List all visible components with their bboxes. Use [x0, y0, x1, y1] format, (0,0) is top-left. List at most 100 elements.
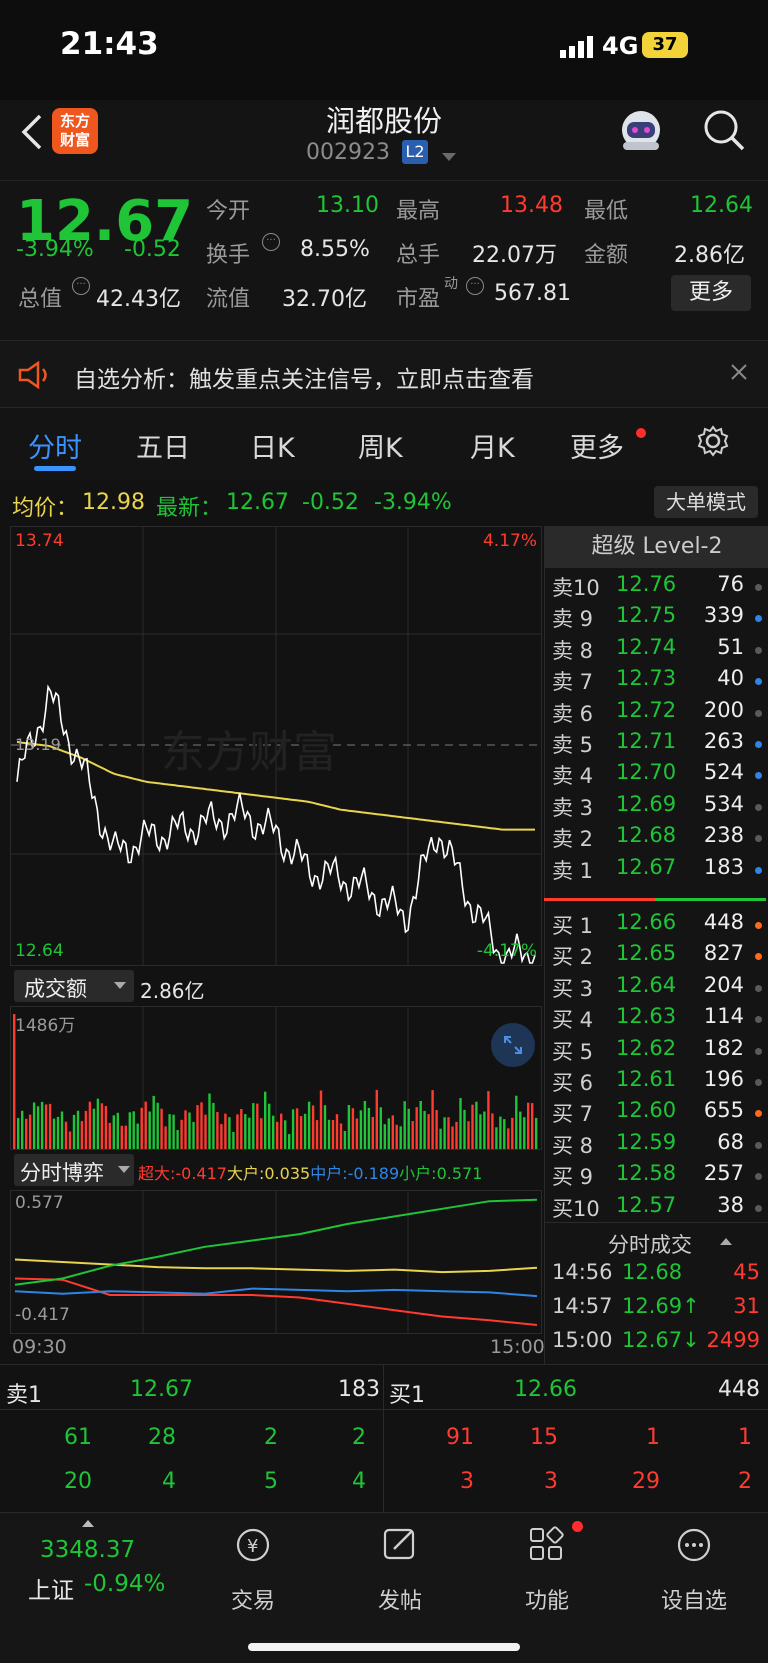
volume-bar	[435, 1110, 438, 1149]
flow-dot-icon	[755, 741, 762, 748]
flow-dot-icon	[755, 1079, 762, 1086]
gear-icon[interactable]	[696, 424, 730, 462]
volume-bar	[431, 1090, 434, 1149]
volume-bar	[427, 1114, 430, 1149]
chart-tabs: 分时 五日 日K 周K 月K 更多	[0, 408, 768, 480]
more-button[interactable]: 更多	[671, 275, 751, 311]
volume-bar	[232, 1132, 235, 1149]
tick-volume: 45	[733, 1260, 760, 1284]
bid-row[interactable]: 买 4 12.63 114	[552, 1004, 768, 1035]
ask-row[interactable]: 卖 2 12.68 238	[552, 823, 768, 854]
back-icon[interactable]	[18, 112, 46, 156]
chevron-down-icon[interactable]	[442, 148, 456, 167]
tab-daily-k[interactable]: 日K	[250, 433, 295, 464]
bid-price: 12.59	[616, 1129, 677, 1154]
game-type-select[interactable]: 分时博弈	[14, 1154, 134, 1186]
ask-row[interactable]: 卖 1 12.67 183	[552, 855, 768, 886]
ask-row[interactable]: 卖 3 12.69 534	[552, 792, 768, 823]
volume-bar	[355, 1118, 359, 1149]
volume-bar	[244, 1114, 247, 1149]
index-name[interactable]: 上证	[28, 1578, 74, 1604]
volume-bar	[184, 1110, 187, 1149]
bid-row[interactable]: 买 9 12.58 257	[552, 1161, 768, 1192]
tab-weekly-k[interactable]: 周K	[358, 433, 403, 464]
alert-banner[interactable]: 自选分析：触发重点关注信号，立即点击查看	[0, 340, 768, 408]
ask-row[interactable]: 卖 7 12.73 40	[552, 666, 768, 697]
tab-intraday[interactable]: 分时	[28, 433, 82, 464]
bid-row[interactable]: 买 5 12.62 182	[552, 1036, 768, 1067]
ask-row[interactable]: 卖 9 12.75 339	[552, 603, 768, 634]
order-book-title: 超级 Level-2	[545, 526, 768, 568]
big-order-mode-button[interactable]: 大单模式	[654, 486, 758, 518]
bid-volume: 827	[703, 941, 744, 966]
volume-bar	[351, 1108, 355, 1149]
bid-row[interactable]: 买10 12.57 38	[552, 1193, 768, 1224]
tab-monthly-k[interactable]: 月K	[470, 433, 515, 464]
flow-dot-icon	[755, 953, 762, 961]
info-icon[interactable]: ···	[466, 277, 484, 295]
ask-row[interactable]: 卖 8 12.74 51	[552, 635, 768, 666]
volume-chart-svg	[13, 1007, 538, 1149]
ask-row[interactable]: 卖10 12.76 76	[552, 572, 768, 603]
close-icon[interactable]	[730, 363, 748, 385]
index-value[interactable]: 3348.37	[40, 1537, 136, 1563]
ask-row[interactable]: 卖 4 12.70 524	[552, 760, 768, 791]
expand-icon[interactable]	[491, 1023, 535, 1067]
volume-bar	[128, 1112, 131, 1149]
bid-row[interactable]: 买 1 12.66 448	[552, 910, 768, 941]
level1-summary: 卖1 12.67 183 买1 12.66 448 61 28 2 2 20 4 5 4 91 1…	[0, 1364, 768, 1513]
flow-dot-icon	[755, 1204, 762, 1212]
flow-dot-icon	[755, 1173, 762, 1181]
ticks-title: 分时成交	[608, 1233, 692, 1257]
ask-row[interactable]: 卖 5 12.71 263	[552, 729, 768, 760]
sell1-price: 12.67	[130, 1377, 193, 1402]
mcap-value: 42.43亿	[96, 287, 181, 312]
volume-bar	[88, 1101, 92, 1149]
legend-small: 小户:0.571	[399, 1164, 483, 1183]
info-icon[interactable]: ···	[262, 233, 280, 251]
volume-bar	[515, 1095, 518, 1149]
volume-bar	[519, 1111, 522, 1149]
volume-bar	[156, 1102, 159, 1149]
nav-post-label: 发帖	[377, 1589, 422, 1614]
level-badge: L2	[402, 140, 428, 164]
bid-volume: 114	[703, 1004, 744, 1029]
volume-bar	[176, 1130, 179, 1149]
battery-icon: 37	[642, 32, 688, 58]
index-pct[interactable]: -0.94%	[84, 1571, 166, 1597]
volume-bar	[455, 1121, 458, 1149]
sell-order-count: 4	[162, 1469, 176, 1494]
bid-row[interactable]: 买 7 12.60 655	[552, 1098, 768, 1129]
search-icon[interactable]	[702, 108, 746, 156]
bid-volume: 196	[703, 1067, 744, 1091]
nav-add-watchlist-label: 设自选	[660, 1589, 727, 1614]
tab-five-day[interactable]: 五日	[136, 433, 190, 464]
quote-panel: 12.67 -3.94% -0.52 今开 13.10 最高 13.48 最低 …	[0, 180, 768, 340]
volume-bar	[116, 1112, 119, 1149]
latest-change: -0.52	[302, 490, 359, 515]
volume-type-select[interactable]: 成交额	[14, 970, 134, 1002]
price-line	[16, 684, 536, 964]
volume-bar	[172, 1114, 175, 1149]
ask-row[interactable]: 卖 6 12.72 200	[552, 698, 768, 729]
buy-order-count: 29	[632, 1469, 660, 1494]
volume-bar	[535, 1117, 538, 1149]
bid-volume: 182	[703, 1035, 744, 1060]
bid-row[interactable]: 买 2 12.65 827	[552, 941, 768, 972]
volume-bar	[72, 1114, 76, 1149]
bid-row[interactable]: 买 6 12.61 196	[552, 1067, 768, 1098]
tab-more[interactable]: 更多	[570, 433, 624, 464]
ticks-header[interactable]: 分时成交	[544, 1222, 768, 1257]
flow-dot-icon	[755, 1016, 762, 1024]
bid-row[interactable]: 买 3 12.64 204	[552, 973, 768, 1004]
bid-level-label: 买 7	[552, 1102, 594, 1127]
volume-bar	[363, 1101, 367, 1149]
volume-bar	[108, 1122, 111, 1149]
yen-exchange-icon: ¥	[236, 1528, 270, 1562]
info-icon[interactable]: ···	[72, 277, 90, 295]
bid-row[interactable]: 买 8 12.59 68	[552, 1130, 768, 1161]
bid-level-label: 买 6	[552, 1071, 594, 1095]
volume-bar	[48, 1103, 52, 1149]
volume-bar	[220, 1124, 223, 1149]
robot-assistant-icon[interactable]	[617, 108, 665, 158]
